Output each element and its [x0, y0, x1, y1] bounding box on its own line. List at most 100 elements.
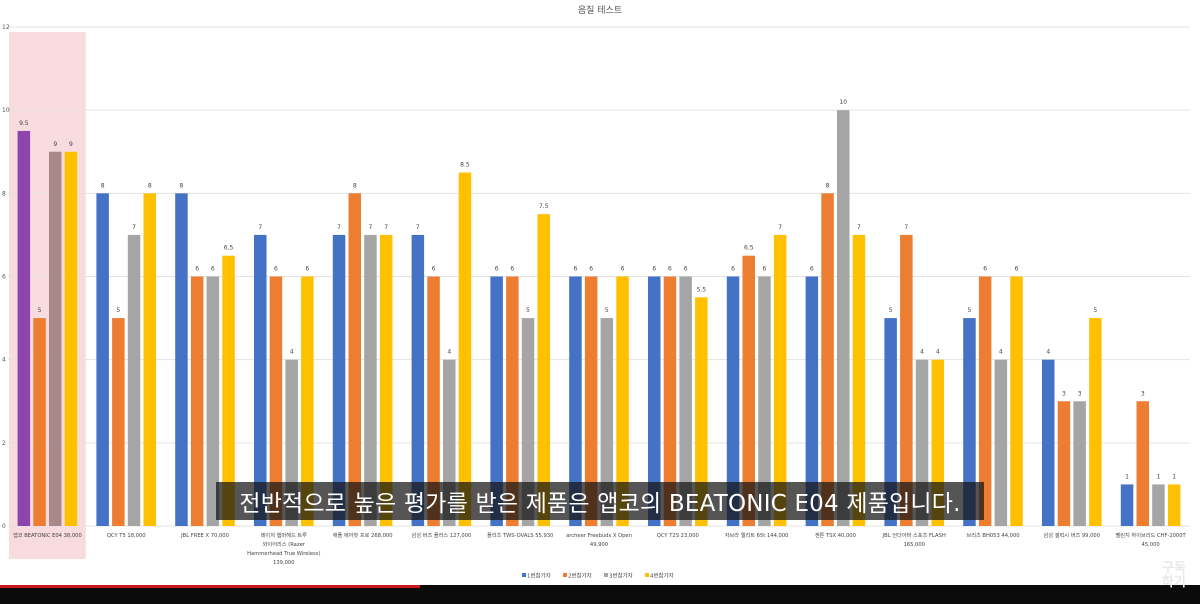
bar — [269, 276, 283, 526]
data-label: 8 — [180, 182, 184, 189]
data-label: 8 — [148, 182, 152, 189]
bar — [411, 234, 425, 526]
data-label: 6 — [621, 266, 625, 273]
data-label: 1 — [1172, 473, 1176, 480]
data-label: 6.5 — [744, 245, 754, 252]
data-label: 6 — [1015, 266, 1019, 273]
data-label: 4 — [447, 349, 451, 356]
x-tick-label: 49,900 — [590, 542, 608, 548]
bar — [332, 234, 346, 526]
bar — [884, 318, 897, 526]
bar — [663, 276, 677, 526]
data-label: 6 — [495, 266, 499, 273]
x-tick-label: 브리츠 BH053 44,000 — [966, 531, 1019, 539]
data-label: 8 — [826, 182, 830, 189]
x-tick-label: 앱코 BEATONIC E04 38,000 — [13, 531, 82, 539]
bar — [758, 276, 771, 526]
legend-label: 2번참가자 — [568, 572, 592, 580]
video-subtitle-box: 전반적으로 높은 평가를 받은 제품은 앱코의 BEATONIC E04 제품입… — [216, 482, 984, 520]
data-label: 6 — [432, 266, 436, 273]
x-tick-label: 와이어리스 (Razer — [263, 540, 306, 548]
legend-swatch — [645, 573, 649, 577]
x-tick-label: archeer Freebuds X Open — [566, 533, 632, 539]
legend-swatch — [563, 573, 567, 577]
data-label: 6 — [983, 266, 987, 273]
bar — [994, 359, 1008, 526]
bar — [64, 151, 78, 526]
bar — [900, 234, 913, 526]
bar — [112, 318, 125, 526]
data-label: 3 — [1141, 390, 1145, 397]
bar — [175, 193, 188, 527]
legend-swatch — [604, 573, 608, 577]
bar — [96, 193, 109, 527]
subscribe-button[interactable]: 구독 하기 — [1154, 562, 1194, 602]
bar — [458, 172, 472, 526]
bar — [805, 276, 819, 526]
data-label: 5 — [889, 307, 893, 314]
subscribe-label-line1: 구독 — [1162, 561, 1186, 576]
bar — [1042, 359, 1055, 526]
data-label: 7.5 — [539, 203, 549, 210]
x-tick-label: 삼성 갤럭시 버즈 99,000 — [1044, 531, 1101, 539]
data-label: 9.5 — [19, 120, 29, 127]
bar — [1120, 484, 1134, 526]
bar — [821, 193, 834, 527]
x-tick-label: 펠린지 하이브리드 CHF-2000T — [1115, 531, 1186, 539]
x-tick-label: 자브라 엘리트 65t 144,000 — [725, 531, 789, 539]
bar — [600, 318, 614, 526]
x-tick-label: QCY T5 18,000 — [107, 533, 146, 539]
bar — [852, 234, 866, 526]
bar — [222, 255, 235, 527]
video-bottom-bar — [0, 585, 1200, 604]
x-tick-label: 레이저 햄머헤드 트루 — [261, 531, 307, 539]
bar — [569, 276, 582, 526]
bar — [584, 276, 598, 526]
bar — [648, 276, 661, 526]
data-label: 8 — [353, 182, 357, 189]
data-label: 5 — [38, 307, 42, 314]
bar — [490, 276, 503, 526]
bar — [616, 276, 629, 526]
data-label: 6.5 — [224, 245, 234, 252]
bar — [1152, 484, 1165, 526]
data-label: 9 — [53, 141, 57, 148]
bar — [1057, 401, 1071, 526]
data-label: 6 — [211, 266, 215, 273]
data-label: 7 — [384, 224, 388, 231]
data-label: 6 — [305, 266, 309, 273]
data-label: 5 — [1093, 307, 1097, 314]
chart-title: 음질 테스트 — [578, 4, 622, 16]
bar — [1073, 401, 1086, 526]
data-label: 1 — [1157, 473, 1161, 480]
bar — [49, 151, 62, 526]
data-label: 6 — [684, 266, 688, 273]
data-label: 4 — [290, 349, 294, 356]
data-label: 4 — [920, 349, 924, 356]
bar — [206, 276, 220, 526]
bar — [427, 276, 440, 526]
bar — [301, 276, 314, 526]
y-tick-label: 2 — [2, 440, 6, 447]
x-tick-label: 플리츠 TWS-OVALS 55,930 — [487, 531, 553, 539]
data-label: 6 — [589, 266, 593, 273]
legend-swatch — [522, 573, 526, 577]
video-progress-line — [0, 585, 420, 588]
x-tick-label: JBL 언더아머 스포츠 FLASH — [882, 531, 946, 539]
y-tick-label: 10 — [2, 107, 10, 114]
x-tick-label: 45,000 — [1142, 542, 1160, 548]
bar — [742, 255, 755, 527]
data-label: 9 — [69, 141, 73, 148]
legend-label: 3번참가자 — [609, 572, 633, 580]
bar — [521, 318, 535, 526]
bar — [537, 214, 550, 526]
bar — [17, 130, 31, 527]
data-label: 6 — [668, 266, 672, 273]
data-label: 7 — [904, 224, 908, 231]
x-tick-label: 젠튼 TSX 40,000 — [815, 531, 856, 539]
data-label: 6 — [810, 266, 814, 273]
legend-label: 1번참가자 — [527, 572, 551, 580]
video-subtitle-text: 전반적으로 높은 평가를 받은 제품은 앱코의 BEATONIC E04 제품입… — [239, 491, 961, 517]
bar — [348, 193, 361, 527]
